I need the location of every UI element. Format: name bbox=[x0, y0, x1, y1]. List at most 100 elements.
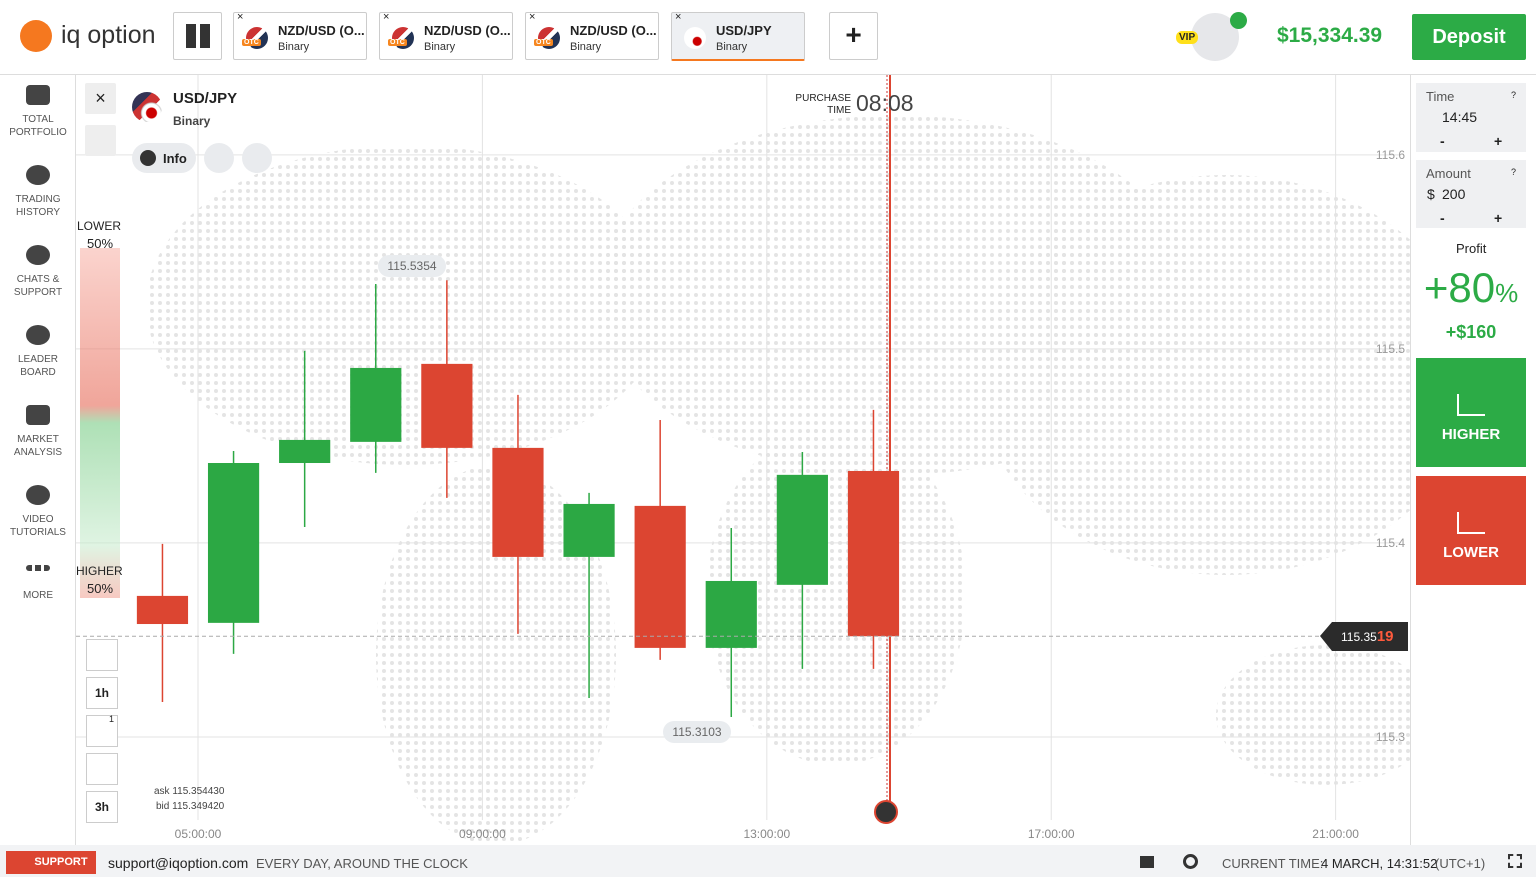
check bbox=[1230, 12, 1247, 29]
purchase-label-line: PURCHASE bbox=[795, 93, 851, 104]
close-chart[interactable]: × bbox=[85, 83, 116, 114]
logo: iq option bbox=[61, 21, 156, 49]
nav-item[interactable]: MARKET ANALYSIS bbox=[0, 405, 76, 459]
mute[interactable] bbox=[1140, 856, 1154, 868]
y-tick-label: 115.5 bbox=[1376, 342, 1405, 356]
amount-box[interactable]: Amount ? $ 200 - + bbox=[1416, 160, 1526, 228]
period-button[interactable]: 3h bbox=[86, 791, 118, 823]
help: ? bbox=[1510, 167, 1516, 177]
tab[interactable]: × OTC NZD/USD (O... Binary bbox=[379, 11, 513, 60]
favorite-button[interactable] bbox=[242, 143, 272, 173]
higher-button[interactable]: HIGHER bbox=[1416, 358, 1526, 467]
nav-label: LEADER bbox=[17, 354, 58, 365]
candle-body bbox=[847, 470, 900, 637]
indicator-button[interactable] bbox=[86, 753, 118, 785]
support-hours: EVERY DAY, AROUND THE CLOCK bbox=[256, 856, 468, 871]
low-pill bbox=[663, 721, 731, 743]
nav-label: PORTFOLIO bbox=[9, 127, 67, 138]
tab-sub: Binary bbox=[278, 41, 310, 53]
x-tick-label: 21:00:00 bbox=[1312, 827, 1359, 841]
candle-body bbox=[136, 595, 189, 625]
time-plus[interactable]: + bbox=[1494, 133, 1503, 149]
profit-label: Profit bbox=[1456, 241, 1487, 256]
otc: OTC bbox=[388, 39, 407, 46]
nav-label: BOARD bbox=[20, 367, 56, 378]
add-tab[interactable]: + bbox=[829, 12, 878, 60]
tab-title: NZD/USD (O... bbox=[424, 23, 511, 38]
nav-label: HISTORY bbox=[15, 207, 61, 218]
header: iq option × OTC NZD/USD (O... Binary × OTC NZ… bbox=[0, 0, 1536, 75]
nav-item[interactable]: CHATS & SUPPORT bbox=[0, 245, 76, 299]
price-tail: 19 bbox=[1377, 628, 1394, 645]
low-label: 115.3103 bbox=[672, 725, 721, 739]
nav-label: MORE bbox=[23, 590, 53, 601]
time-box[interactable]: Time ? 14:45 - + bbox=[1416, 83, 1526, 152]
fullscreen[interactable] bbox=[1508, 854, 1522, 868]
tab-title: NZD/USD (O... bbox=[570, 23, 657, 38]
bid: bid 115.349420 bbox=[156, 801, 225, 812]
deposit-button[interactable]: Deposit bbox=[1412, 14, 1526, 60]
alert-button[interactable] bbox=[204, 143, 234, 173]
candle-body bbox=[207, 463, 260, 623]
purchase-label: PURCHASE TIME bbox=[790, 93, 851, 117]
amount-plus[interactable]: + bbox=[1494, 210, 1503, 226]
nav-item[interactable]: VIDEO TUTORIALS bbox=[0, 485, 76, 539]
draw-badge: 1 bbox=[109, 714, 115, 724]
balance[interactable]: $15,334.39 bbox=[1277, 24, 1383, 47]
nav-label: CHATS & bbox=[16, 274, 60, 285]
grid-button[interactable] bbox=[173, 12, 222, 60]
ask: ask 115.354430 bbox=[154, 786, 225, 797]
chart: 115.3 115.4 115.5 115.6 05:00:00 09:00:00 13:0… bbox=[76, 75, 1410, 845]
footer: SUPPORT support@iqoption.com EVERY DAY, … bbox=[0, 845, 1536, 877]
candle-body bbox=[776, 474, 828, 585]
amount-minus[interactable]: - bbox=[1440, 210, 1445, 226]
timeframe-button[interactable]: 1h bbox=[86, 677, 118, 709]
minimize-chart[interactable] bbox=[85, 125, 116, 156]
time-label: Time bbox=[1426, 89, 1455, 104]
amount-label: Amount bbox=[1426, 166, 1471, 181]
candle-body bbox=[279, 439, 331, 464]
lower-label: LOWER bbox=[1443, 544, 1499, 561]
tab-title: NZD/USD (O... bbox=[278, 23, 365, 38]
tab[interactable]: × OTC NZD/USD (O... Binary bbox=[525, 11, 659, 60]
tab-active[interactable]: × USD/JPY Binary bbox=[671, 11, 805, 61]
candle-body bbox=[705, 580, 757, 648]
sentiment-higher-pct: 50% bbox=[87, 581, 114, 596]
info-label: Info bbox=[163, 151, 187, 166]
currency: $ bbox=[1427, 186, 1435, 202]
nav-label: MARKET bbox=[17, 434, 59, 445]
nav-item[interactable]: TOTAL PORTFOLIO bbox=[0, 85, 76, 139]
logo-icon bbox=[20, 20, 52, 52]
lower-button[interactable]: LOWER bbox=[1416, 476, 1526, 585]
timezone: (UTC+1) bbox=[1435, 856, 1486, 871]
support-email[interactable]: support@iqoption.com bbox=[108, 855, 249, 871]
sentiment-lower: LOWER bbox=[77, 219, 122, 233]
sentiment-bar bbox=[80, 248, 120, 598]
chart-type-button[interactable] bbox=[86, 639, 118, 671]
tab[interactable]: × OTC NZD/USD (O... Binary bbox=[233, 11, 367, 60]
candle-body bbox=[421, 363, 473, 448]
asset-name[interactable]: USD/JPY bbox=[173, 90, 238, 107]
info-button[interactable]: Info bbox=[132, 143, 196, 173]
time-minus[interactable]: - bbox=[1440, 133, 1445, 149]
nav-label: TRADING bbox=[15, 194, 61, 205]
tab-sub: Binary bbox=[424, 41, 456, 53]
y-tick-label: 115.4 bbox=[1376, 536, 1405, 550]
candle-body bbox=[634, 505, 686, 648]
draw-button[interactable] bbox=[86, 715, 118, 747]
purchase-time: 08:08 bbox=[856, 90, 914, 116]
sidebar bbox=[0, 75, 76, 845]
nav-item[interactable]: TRADING HISTORY bbox=[0, 165, 76, 219]
nav-label: TOTAL bbox=[22, 114, 54, 125]
price-tag bbox=[1320, 622, 1408, 651]
settings[interactable] bbox=[1183, 854, 1198, 869]
nav-item[interactable]: LEADER BOARD bbox=[0, 325, 76, 379]
x-tick-label: 13:00:00 bbox=[743, 827, 790, 841]
support-button[interactable]: SUPPORT bbox=[6, 851, 96, 874]
nav-label: TUTORIALS bbox=[10, 527, 66, 538]
amount-value: 200 bbox=[1442, 186, 1466, 202]
nav-item[interactable]: MORE bbox=[0, 565, 76, 602]
tab-sub: Binary bbox=[716, 41, 748, 53]
high-pill bbox=[378, 255, 446, 277]
candle-body bbox=[492, 447, 544, 557]
